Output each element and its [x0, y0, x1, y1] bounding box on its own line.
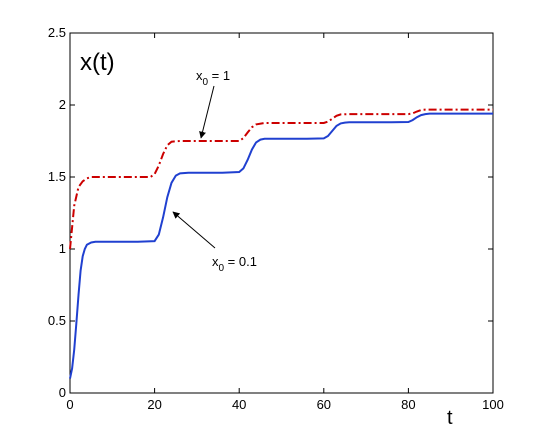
y-tick-label: 1.5: [48, 169, 66, 184]
x-tick-label: 0: [66, 397, 73, 412]
annotation-var: x: [212, 254, 219, 269]
plot-area: [69, 32, 494, 394]
annotation-subscript: 0: [203, 77, 209, 88]
annotation-arrow: [199, 85, 215, 139]
x-tick-label: 80: [401, 397, 415, 412]
axis-ticks: 0 20 40 60 80 100 0 0.5 1 1.5 2 2.5: [48, 25, 504, 412]
x-tick-label: 100: [482, 397, 504, 412]
annotation-value: = 1: [208, 68, 230, 83]
series-line-1: [69, 112, 493, 379]
annotation-var: x: [196, 68, 203, 83]
annotation-subscript: 0: [219, 263, 225, 274]
x-axis-label: t: [447, 407, 453, 429]
annotation-label: x0 = 0.1: [212, 254, 257, 274]
annotation-layer: x0 = 1x0 = 0.1: [172, 68, 257, 274]
series-line-0: [69, 108, 493, 250]
y-axis-label: x(t): [80, 49, 115, 76]
annotation-value: = 0.1: [224, 254, 257, 269]
y-tick-label: 2: [59, 97, 66, 112]
y-tick-label: 0: [59, 385, 66, 400]
y-tick-label: 1: [59, 241, 66, 256]
annotation-label: x0 = 1: [196, 68, 230, 88]
y-tick-label: 2.5: [48, 25, 66, 40]
y-tick-label: 0.5: [48, 313, 66, 328]
annotation-arrow: [172, 211, 216, 249]
series-layer: [69, 108, 493, 379]
x-tick-label: 40: [232, 397, 246, 412]
x-tick-label: 20: [147, 397, 161, 412]
x-tick-label: 60: [317, 397, 331, 412]
